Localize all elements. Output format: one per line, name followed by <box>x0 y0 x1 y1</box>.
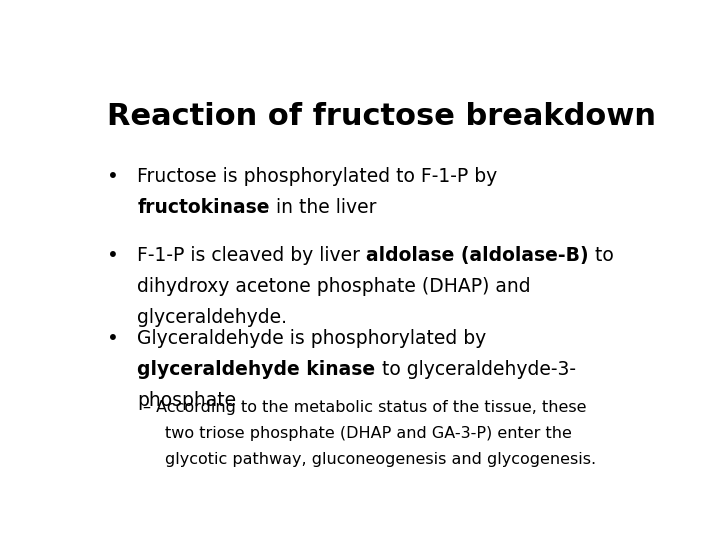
Text: glycotic pathway, gluconeogenesis and glycogenesis.: glycotic pathway, gluconeogenesis and gl… <box>166 452 596 467</box>
Text: to: to <box>589 246 614 265</box>
Text: Glyceraldehyde is phosphorylated by: Glyceraldehyde is phosphorylated by <box>138 329 487 348</box>
Text: •: • <box>107 167 119 186</box>
Text: two triose phosphate (DHAP and GA-3-P) enter the: two triose phosphate (DHAP and GA-3-P) e… <box>166 426 572 441</box>
Text: in the liver: in the liver <box>270 198 377 217</box>
Text: glyceraldehyde.: glyceraldehyde. <box>138 308 287 327</box>
Text: phosphate: phosphate <box>138 391 237 410</box>
Text: fructokinase: fructokinase <box>138 198 270 217</box>
Text: Fructose is phosphorylated to F-1-P by: Fructose is phosphorylated to F-1-P by <box>138 167 498 186</box>
Text: aldolase (aldolase-B): aldolase (aldolase-B) <box>366 246 589 265</box>
Text: •: • <box>107 246 119 265</box>
Text: – According to the metabolic status of the tissue, these: – According to the metabolic status of t… <box>143 400 587 415</box>
Text: Reaction of fructose breakdown: Reaction of fructose breakdown <box>107 102 656 131</box>
Text: to glyceraldehyde-3-: to glyceraldehyde-3- <box>376 360 575 379</box>
Text: glyceraldehyde kinase: glyceraldehyde kinase <box>138 360 376 379</box>
Text: F-1-P is cleaved by liver: F-1-P is cleaved by liver <box>138 246 366 265</box>
Text: dihydroxy acetone phosphate (DHAP) and: dihydroxy acetone phosphate (DHAP) and <box>138 277 531 296</box>
Text: •: • <box>107 329 119 348</box>
